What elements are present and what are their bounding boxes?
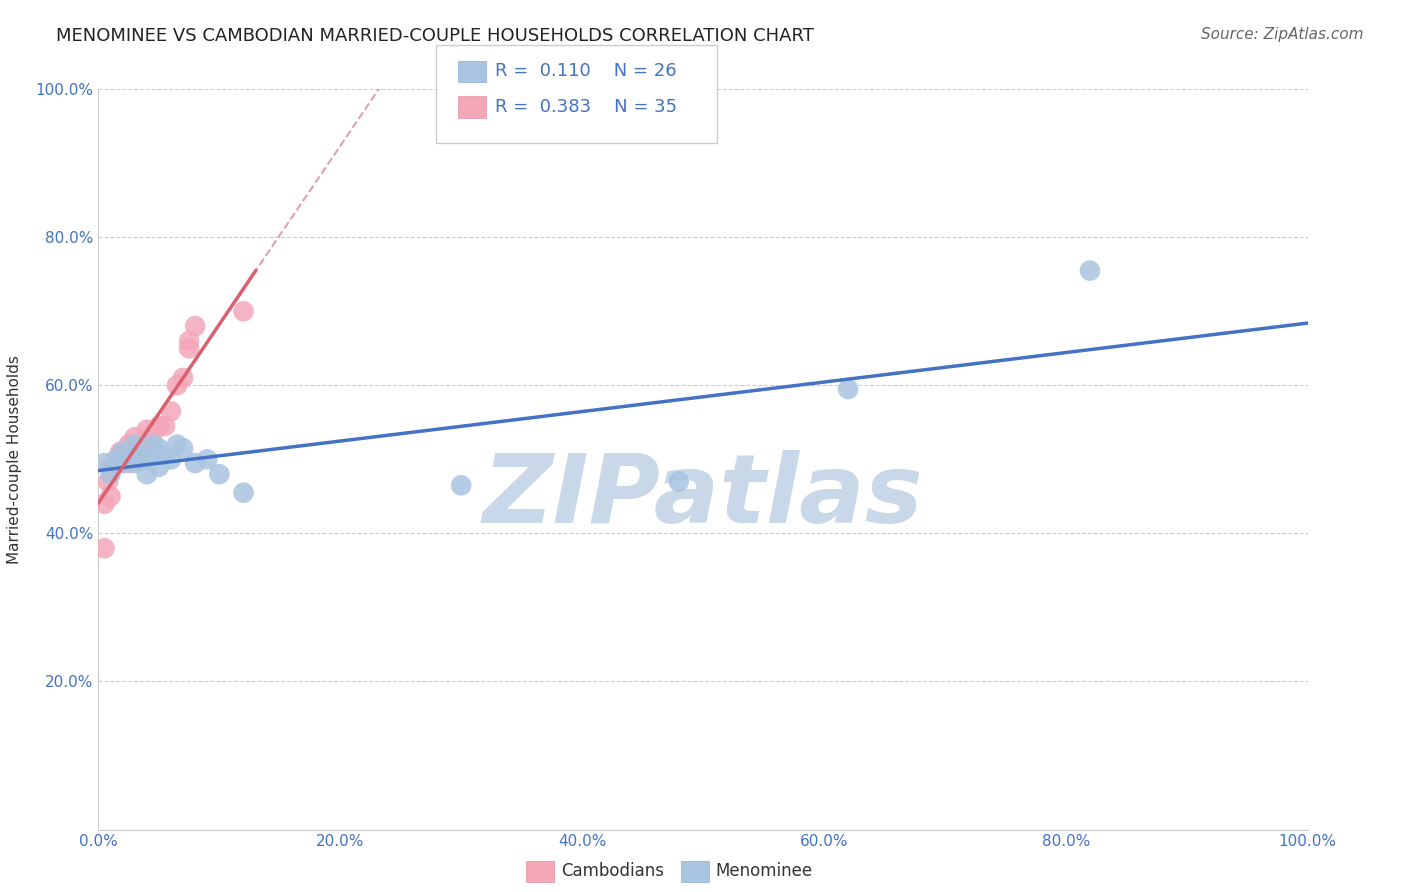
Point — [160, 452, 183, 467]
Point — [138, 430, 160, 444]
Point — [111, 456, 134, 470]
Point — [184, 319, 207, 334]
Point — [134, 437, 156, 451]
Point — [111, 456, 134, 470]
Point — [148, 459, 170, 474]
Text: R =  0.110    N = 26: R = 0.110 N = 26 — [495, 62, 676, 80]
Point — [135, 452, 157, 467]
Point — [1078, 263, 1101, 277]
Point — [142, 426, 165, 441]
Point — [129, 445, 152, 459]
Point — [111, 445, 134, 459]
Point — [100, 489, 122, 503]
Text: MENOMINEE VS CAMBODIAN MARRIED-COUPLE HOUSEHOLDS CORRELATION CHART: MENOMINEE VS CAMBODIAN MARRIED-COUPLE HO… — [56, 27, 814, 45]
Point — [105, 452, 128, 467]
Point — [837, 382, 859, 396]
Y-axis label: Married-couple Households: Married-couple Households — [7, 355, 21, 564]
Text: Menominee: Menominee — [716, 863, 813, 880]
Point — [124, 437, 146, 451]
Point — [153, 419, 176, 434]
Point — [166, 378, 188, 392]
Point — [135, 423, 157, 437]
Point — [148, 442, 170, 456]
Point — [127, 452, 149, 467]
Point — [93, 456, 115, 470]
Point — [179, 341, 201, 355]
Point — [160, 404, 183, 418]
Point — [124, 456, 146, 470]
Point — [450, 478, 472, 492]
Point — [118, 456, 141, 470]
Point — [129, 449, 152, 463]
Point — [124, 442, 146, 456]
Point — [153, 449, 176, 463]
Point — [166, 437, 188, 451]
Point — [124, 430, 146, 444]
Point — [208, 467, 231, 482]
Point — [121, 437, 143, 451]
Point — [232, 304, 254, 318]
Text: Source: ZipAtlas.com: Source: ZipAtlas.com — [1201, 27, 1364, 42]
Point — [101, 459, 124, 474]
Point — [93, 541, 115, 556]
Point — [97, 475, 120, 489]
Point — [93, 497, 115, 511]
Point — [105, 452, 128, 467]
Point — [118, 437, 141, 451]
Point — [232, 485, 254, 500]
Point — [118, 452, 141, 467]
Point — [148, 419, 170, 434]
Point — [135, 467, 157, 482]
Point — [195, 452, 218, 467]
Point — [118, 445, 141, 459]
Point — [135, 442, 157, 456]
Point — [100, 459, 122, 474]
Point — [105, 452, 128, 467]
Point — [111, 445, 134, 459]
Point — [172, 371, 194, 385]
Point — [172, 442, 194, 456]
Text: ZIPatlas: ZIPatlas — [482, 450, 924, 543]
Point — [114, 452, 136, 467]
Point — [184, 456, 207, 470]
Text: R =  0.383    N = 35: R = 0.383 N = 35 — [495, 98, 678, 116]
Point — [108, 445, 131, 459]
Point — [179, 334, 201, 348]
Point — [142, 437, 165, 451]
Point — [129, 449, 152, 463]
Point — [100, 467, 122, 482]
Text: Cambodians: Cambodians — [561, 863, 664, 880]
Point — [668, 475, 690, 489]
